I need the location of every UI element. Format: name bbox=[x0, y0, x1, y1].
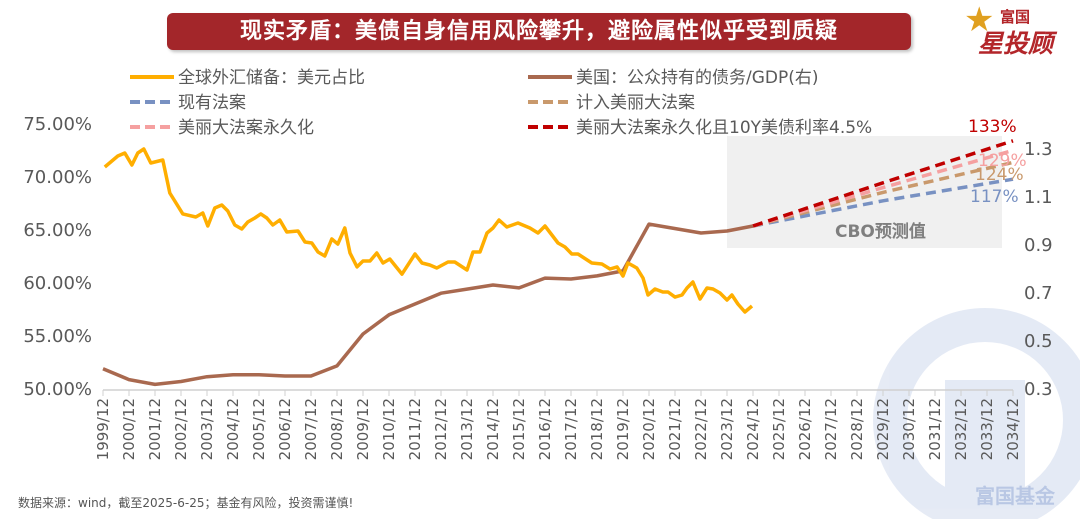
legend-label: 全球外汇储备：美元占比 bbox=[178, 68, 365, 88]
x-tick-label: 2021/12 bbox=[666, 398, 684, 460]
legend-label: 计入美丽大法案 bbox=[576, 93, 695, 113]
y-right-tick-label: 0.7 bbox=[1024, 283, 1053, 304]
chart-title: 现实矛盾：美债自身信用风险攀升，避险属性似乎受到质疑 bbox=[167, 13, 911, 50]
y-right-tick-label: 0.3 bbox=[1024, 379, 1053, 400]
series-end-label: 133% bbox=[968, 117, 1017, 137]
x-tick-label: 2004/12 bbox=[224, 398, 242, 460]
x-tick-label: 2009/12 bbox=[354, 398, 372, 460]
cbo-forecast-label: CBO预测值 bbox=[835, 221, 926, 242]
x-tick-label: 2026/12 bbox=[796, 398, 814, 460]
logo-text-bottom: 星投顾 bbox=[978, 29, 1054, 58]
watermark-logo bbox=[873, 308, 1080, 519]
series-line-3 bbox=[752, 160, 1014, 228]
series-end-label: 124% bbox=[975, 165, 1024, 185]
x-tick-label: 2034/12 bbox=[1004, 398, 1022, 460]
y-right-tick-label: 0.5 bbox=[1024, 331, 1053, 352]
series-end-label: 117% bbox=[970, 187, 1019, 207]
legend-label: 美丽大法案永久化 bbox=[178, 118, 314, 138]
series-line-2 bbox=[752, 177, 1014, 228]
x-tick-label: 2029/12 bbox=[874, 398, 892, 460]
y-left-tick-label: 75.00% bbox=[23, 114, 92, 135]
x-tick-label: 2017/12 bbox=[562, 398, 580, 460]
x-tick-label: 2032/12 bbox=[952, 398, 970, 460]
star-icon: ★ bbox=[964, 0, 995, 40]
series-line-5 bbox=[752, 139, 1014, 228]
x-tick-label: 2022/12 bbox=[692, 398, 710, 460]
x-tick-label: 2033/12 bbox=[978, 398, 996, 460]
x-tick-label: 2011/12 bbox=[406, 398, 424, 460]
series-line-0 bbox=[103, 147, 754, 314]
x-tick-label: 2013/12 bbox=[458, 398, 476, 460]
series-line-1 bbox=[102, 222, 754, 387]
x-tick-label: 2030/12 bbox=[900, 398, 918, 460]
x-tick-label: 2015/12 bbox=[510, 398, 528, 460]
x-tick-label: 2016/12 bbox=[536, 398, 554, 460]
y-left-tick-label: 65.00% bbox=[23, 220, 92, 241]
x-tick-label: 2007/12 bbox=[302, 398, 320, 460]
y-left-tick-label: 50.00% bbox=[23, 379, 92, 400]
legend-label: 现有法案 bbox=[178, 93, 246, 113]
x-tick-label: 2010/12 bbox=[380, 398, 398, 460]
x-tick-label: 2028/12 bbox=[848, 398, 866, 460]
series-line-4 bbox=[752, 148, 1014, 228]
x-tick-label: 2012/12 bbox=[432, 398, 450, 460]
x-tick-label: 2003/12 bbox=[198, 398, 216, 460]
brand-logo: ★ 富国 星投顾 bbox=[960, 0, 1075, 58]
x-tick-label: 2020/12 bbox=[640, 398, 658, 460]
x-tick-label: 2025/12 bbox=[770, 398, 788, 460]
x-tick-label: 2014/12 bbox=[484, 398, 502, 460]
x-tick-label: 2027/12 bbox=[822, 398, 840, 460]
y-left-tick-label: 55.00% bbox=[23, 326, 92, 347]
logo-text-top: 富国 bbox=[1000, 8, 1031, 26]
x-tick-label: 2005/12 bbox=[250, 398, 268, 460]
y-right-tick-label: 1.1 bbox=[1024, 187, 1053, 208]
legend-label: 美国：公众持有的债务/GDP(右) bbox=[576, 68, 819, 88]
x-tick-label: 2023/12 bbox=[718, 398, 736, 460]
watermark-text: 富国基金 bbox=[975, 484, 1056, 508]
x-tick-label: 2008/12 bbox=[328, 398, 346, 460]
x-tick-label: 2024/12 bbox=[744, 398, 762, 460]
legend-label: 美丽大法案永久化且10Y美债利率4.5% bbox=[576, 118, 872, 138]
y-left-tick-label: 70.00% bbox=[23, 167, 92, 188]
x-tick-label: 2002/12 bbox=[172, 398, 190, 460]
x-tick-label: 2019/12 bbox=[614, 398, 632, 460]
x-tick-label: 2006/12 bbox=[276, 398, 294, 460]
x-tick-label: 2018/12 bbox=[588, 398, 606, 460]
y-right-tick-label: 1.3 bbox=[1024, 139, 1053, 160]
series-end-label: 129% bbox=[978, 151, 1027, 171]
y-right-tick-label: 0.9 bbox=[1024, 235, 1053, 256]
x-tick-label: 1999/12 bbox=[94, 398, 112, 460]
x-tick-label: 2001/12 bbox=[146, 398, 164, 460]
source-note: 数据来源：wind，截至2025-6-25；基金有风险，投资需谨慎! bbox=[18, 496, 354, 510]
x-tick-label: 2000/12 bbox=[120, 398, 138, 460]
y-left-tick-label: 60.00% bbox=[23, 273, 92, 294]
x-tick-label: 2031/12 bbox=[926, 398, 944, 460]
